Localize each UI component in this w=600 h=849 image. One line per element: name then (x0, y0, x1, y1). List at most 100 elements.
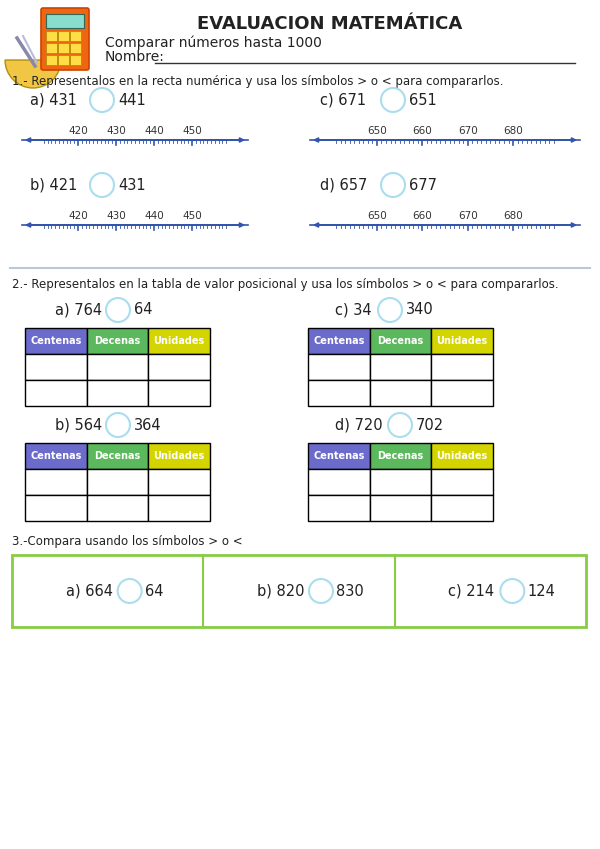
Text: 651: 651 (409, 93, 437, 108)
Bar (308, 495, 370, 521)
Bar (25, 354, 86, 380)
Bar (308, 469, 370, 495)
Text: Unidades: Unidades (437, 451, 488, 461)
Text: Unidades: Unidades (154, 336, 205, 346)
FancyBboxPatch shape (59, 31, 70, 42)
Text: 670: 670 (458, 126, 478, 136)
Text: Decenas: Decenas (377, 451, 424, 461)
Text: 440: 440 (144, 126, 164, 136)
Bar (370, 469, 431, 495)
Text: b) 564: b) 564 (55, 418, 102, 432)
Text: Unidades: Unidades (154, 451, 205, 461)
Bar (308, 328, 370, 354)
Text: d) 657: d) 657 (320, 177, 367, 193)
Bar (86, 469, 148, 495)
Text: 450: 450 (182, 126, 202, 136)
Text: 650: 650 (367, 126, 387, 136)
Bar (86, 354, 148, 380)
Bar (148, 469, 210, 495)
FancyBboxPatch shape (71, 43, 82, 53)
Text: a) 431: a) 431 (30, 93, 77, 108)
Text: 64: 64 (134, 302, 152, 318)
Bar (46, 14, 84, 28)
Wedge shape (5, 60, 61, 88)
Text: Decenas: Decenas (94, 336, 140, 346)
Bar (370, 380, 431, 406)
Bar (25, 328, 86, 354)
Text: Unidades: Unidades (437, 336, 488, 346)
Text: 702: 702 (416, 418, 444, 432)
Bar (431, 469, 493, 495)
Bar (148, 380, 210, 406)
Text: 124: 124 (527, 583, 555, 599)
FancyBboxPatch shape (59, 43, 70, 53)
Text: 670: 670 (458, 211, 478, 221)
Text: 677: 677 (409, 177, 437, 193)
Bar (308, 354, 370, 380)
FancyBboxPatch shape (47, 55, 58, 65)
Text: 64: 64 (145, 583, 163, 599)
Bar (148, 443, 210, 469)
Bar (370, 443, 431, 469)
Text: 441: 441 (118, 93, 146, 108)
Text: b) 421: b) 421 (30, 177, 77, 193)
FancyBboxPatch shape (59, 55, 70, 65)
Bar (148, 495, 210, 521)
FancyBboxPatch shape (71, 31, 82, 42)
Bar (86, 328, 148, 354)
Bar (431, 495, 493, 521)
Bar (86, 495, 148, 521)
Bar (148, 328, 210, 354)
Bar (431, 443, 493, 469)
Text: 431: 431 (118, 177, 146, 193)
Text: Centenas: Centenas (313, 336, 365, 346)
Bar (370, 495, 431, 521)
Text: 680: 680 (503, 211, 523, 221)
Text: 420: 420 (68, 126, 88, 136)
Text: 1.- Representalos en la recta numérica y usa los símbolos > o < para compararlos: 1.- Representalos en la recta numérica y… (12, 75, 503, 88)
Bar (431, 380, 493, 406)
Text: 340: 340 (406, 302, 434, 318)
Text: 830: 830 (336, 583, 364, 599)
Text: c) 214: c) 214 (448, 583, 494, 599)
Bar (25, 469, 86, 495)
Bar (431, 354, 493, 380)
Text: 364: 364 (134, 418, 161, 432)
Text: d) 720: d) 720 (335, 418, 383, 432)
Text: 430: 430 (106, 211, 126, 221)
Text: a) 664: a) 664 (65, 583, 113, 599)
Bar (12, 555, 586, 627)
Text: 660: 660 (412, 211, 432, 221)
FancyBboxPatch shape (41, 8, 89, 70)
Text: Centenas: Centenas (30, 451, 82, 461)
Bar (431, 328, 493, 354)
Text: 680: 680 (503, 126, 523, 136)
Bar (86, 380, 148, 406)
Bar (370, 328, 431, 354)
Text: a) 764: a) 764 (55, 302, 102, 318)
Text: Centenas: Centenas (30, 336, 82, 346)
Bar (25, 495, 86, 521)
Bar (148, 354, 210, 380)
Text: 450: 450 (182, 211, 202, 221)
Text: Decenas: Decenas (377, 336, 424, 346)
Bar (25, 443, 86, 469)
Text: Decenas: Decenas (94, 451, 140, 461)
Text: Nombre:: Nombre: (105, 50, 165, 64)
Text: 2.- Representalos en la tabla de valor posicional y usa los símbolos > o < para : 2.- Representalos en la tabla de valor p… (12, 278, 559, 291)
Bar (25, 380, 86, 406)
Bar (370, 354, 431, 380)
Text: Centenas: Centenas (313, 451, 365, 461)
Text: EVALUACION MATEMÁTICA: EVALUACION MATEMÁTICA (197, 15, 463, 33)
Bar (308, 380, 370, 406)
Text: 650: 650 (367, 211, 387, 221)
FancyBboxPatch shape (71, 55, 82, 65)
Text: 420: 420 (68, 211, 88, 221)
Text: b) 820: b) 820 (257, 583, 305, 599)
Text: c) 34: c) 34 (335, 302, 371, 318)
Bar (86, 443, 148, 469)
Text: 440: 440 (144, 211, 164, 221)
FancyBboxPatch shape (47, 31, 58, 42)
Text: Comparar números hasta 1000: Comparar números hasta 1000 (105, 35, 322, 49)
Text: 430: 430 (106, 126, 126, 136)
